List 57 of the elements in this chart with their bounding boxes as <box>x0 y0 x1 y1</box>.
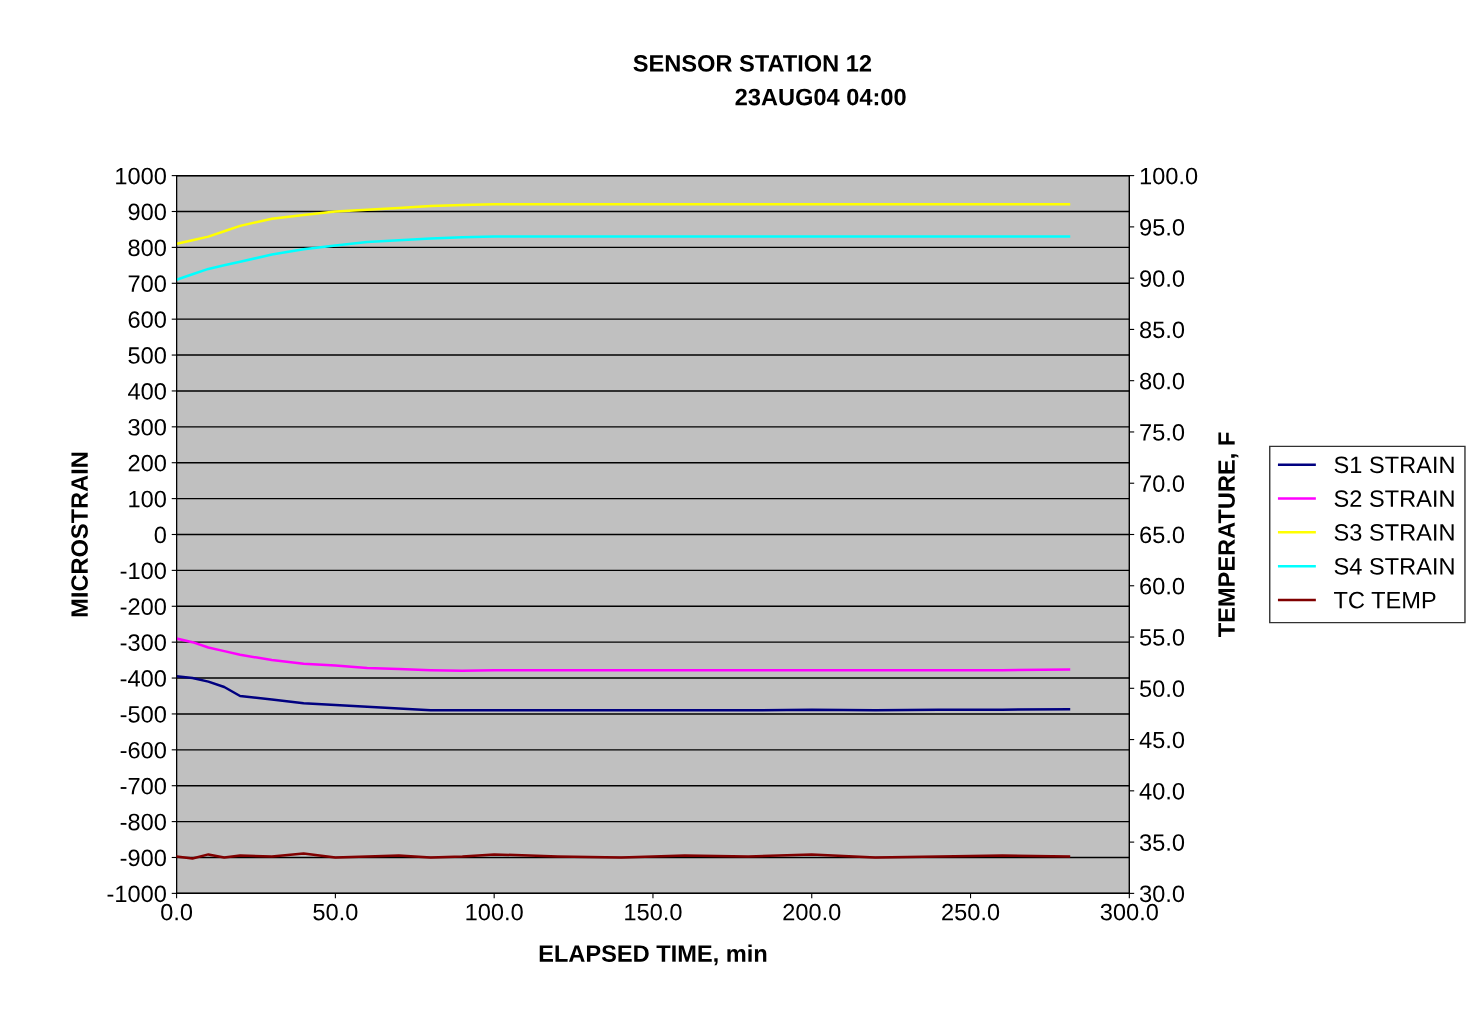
y-tick-label: -700 <box>120 777 166 795</box>
x-tick-label: 150.0 <box>625 903 682 921</box>
y2-tick-label: 80.0 <box>1140 372 1185 390</box>
y2-tick-label: 30.0 <box>1139 885 1185 903</box>
y-tick-label: -800 <box>120 813 166 831</box>
chart-title: SENSOR STATION 12 <box>633 54 872 72</box>
y-tick-label: -1000 <box>107 885 166 903</box>
x-tick-label: 250.0 <box>942 903 1000 921</box>
x-tick-label: 50.0 <box>313 903 358 921</box>
line-series <box>176 235 1071 281</box>
y-tick-label: 400 <box>128 383 166 400</box>
y2-tick-label: 60.0 <box>1140 577 1185 595</box>
line-series <box>176 203 1071 246</box>
x-tick-label: 200.0 <box>783 903 841 921</box>
y2-tick-label: 85.0 <box>1140 321 1185 339</box>
legend-label: TC TEMP <box>1334 591 1436 609</box>
y2-axis-title: TEMPERATURE, F <box>1218 432 1239 637</box>
y-tick-label: 200 <box>128 454 166 472</box>
x-tick-label: 0.0 <box>161 903 193 921</box>
y2-tick-label: 90.0 <box>1140 270 1185 287</box>
line-series <box>176 675 1071 712</box>
y-tick-label: 700 <box>128 275 166 293</box>
y2-tick-label: 70.0 <box>1140 475 1185 493</box>
y-tick-label: -100 <box>120 562 166 580</box>
y-tick-label: -900 <box>120 849 166 867</box>
legend-label: S4 STRAIN <box>1334 557 1454 575</box>
y-tick-label: 1000 <box>116 167 166 185</box>
y2-tick-label: 40.0 <box>1139 782 1185 800</box>
chart-subtitle: 23AUG04 04:00 <box>735 88 906 106</box>
y-axis-title: MICROSTRAIN <box>71 452 88 617</box>
y2-tick-label: 100.0 <box>1140 167 1198 185</box>
x-axis-title: ELAPSED TIME, min <box>539 944 767 966</box>
y2-tick-label: 35.0 <box>1139 834 1185 851</box>
y-tick-label: 100 <box>129 490 166 508</box>
y-tick-label: -200 <box>120 598 166 616</box>
y2-tick-label: 65.0 <box>1140 526 1185 544</box>
y-tick-label: 300 <box>128 418 166 436</box>
y-tick-label: -600 <box>120 741 166 759</box>
y-tick-label: -300 <box>120 634 166 651</box>
y2-tick-label: 50.0 <box>1139 680 1185 698</box>
legend-label: S3 STRAIN <box>1334 524 1454 541</box>
x-tick-label: 100.0 <box>466 903 523 921</box>
line-series <box>176 637 1071 673</box>
y-tick-label: 600 <box>128 311 166 328</box>
x-tick-label: 300.0 <box>1100 903 1158 921</box>
y2-tick-label: 75.0 <box>1140 424 1185 441</box>
y-tick-label: 500 <box>128 347 166 364</box>
y2-tick-label: 55.0 <box>1139 629 1185 646</box>
y2-tick-label: 45.0 <box>1139 731 1185 749</box>
y-tick-label: 0 <box>154 526 166 544</box>
y-tick-label: 800 <box>128 239 166 257</box>
y-tick-label: -400 <box>120 670 166 687</box>
y2-tick-label: 95.0 <box>1140 218 1185 236</box>
legend-label: S2 STRAIN <box>1334 490 1454 508</box>
legend-label: S1 STRAIN <box>1334 456 1454 474</box>
y-tick-label: -500 <box>120 706 166 723</box>
y-tick-label: 900 <box>128 203 166 221</box>
